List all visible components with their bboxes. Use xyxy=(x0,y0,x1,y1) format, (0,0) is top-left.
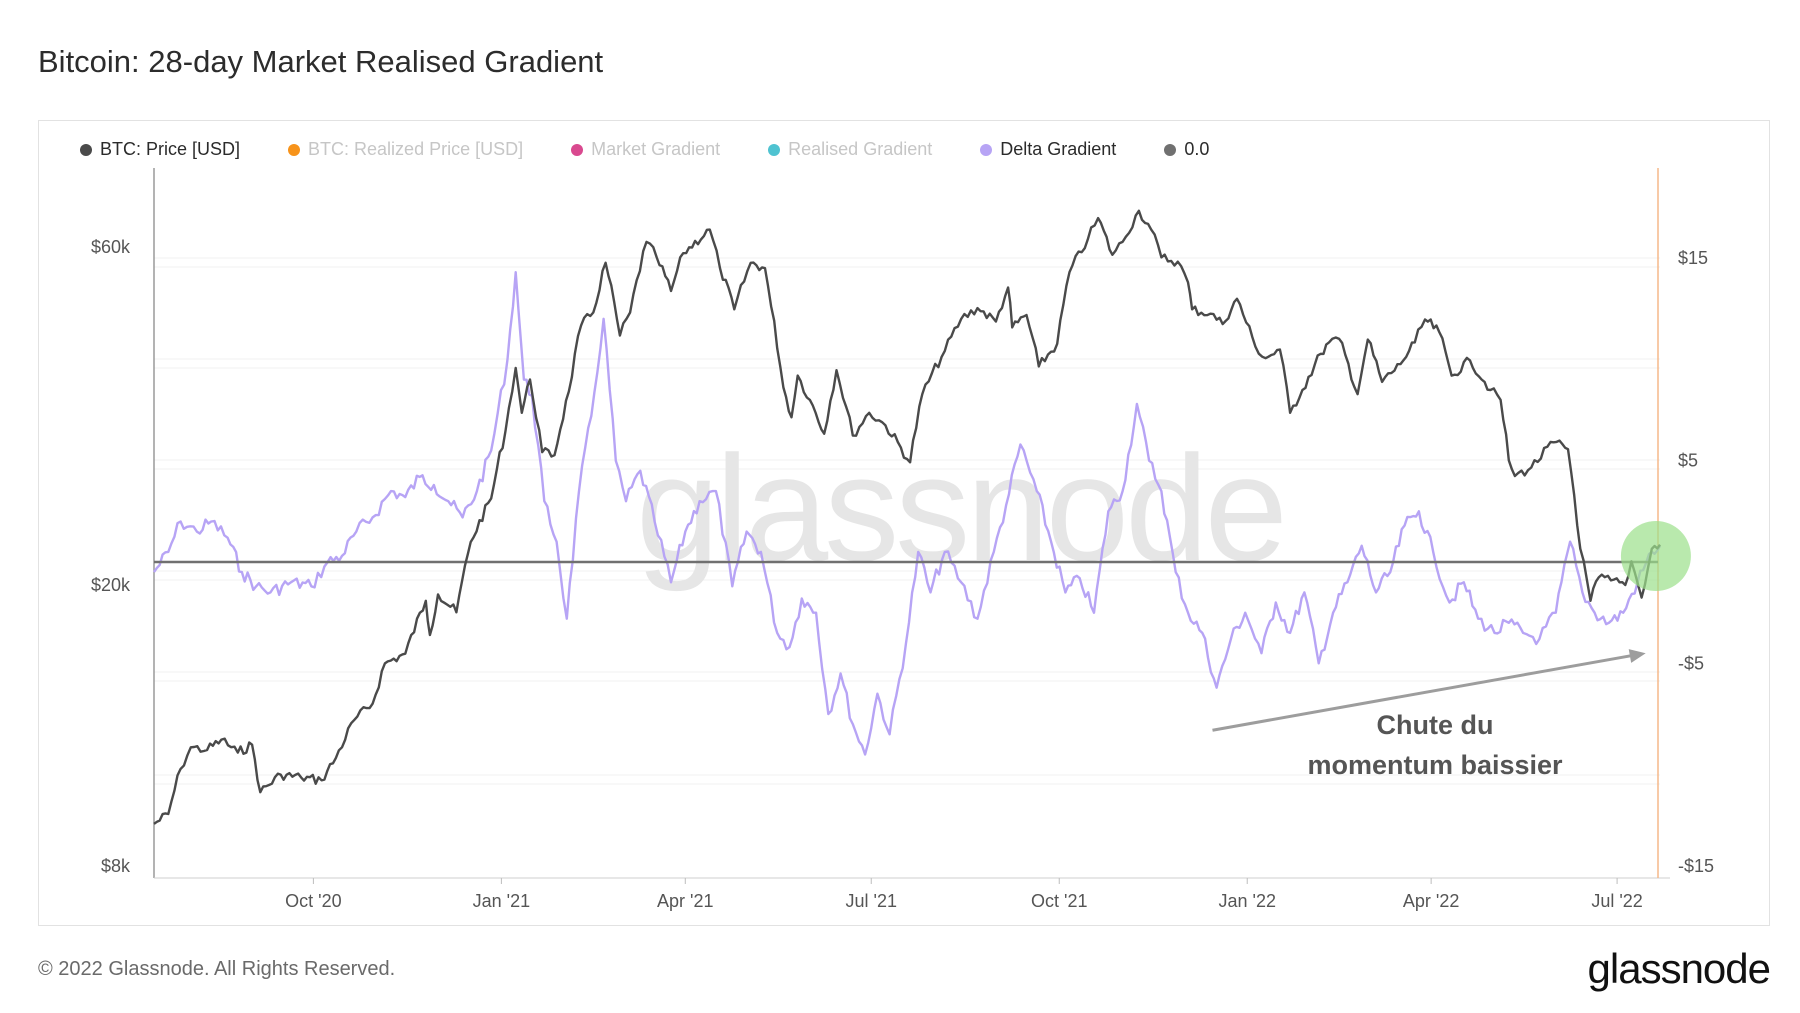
legend-label: Delta Gradient xyxy=(1000,139,1117,159)
y-right-tick-label: $5 xyxy=(1678,451,1698,471)
chart-title: Bitcoin: 28-day Market Realised Gradient xyxy=(38,44,604,79)
legend-dot xyxy=(1164,143,1177,156)
series-group xyxy=(153,209,1691,825)
x-tick-label: Jan '21 xyxy=(473,891,530,911)
legend-label: BTC: Price [USD] xyxy=(100,139,241,159)
chart-panel xyxy=(38,120,1770,926)
chart-legend: BTC: Price [USD] BTC: Realized Price [USD… xyxy=(80,139,1257,160)
legend-item-5[interactable]: 0.0 xyxy=(1164,139,1209,160)
legend-dot xyxy=(980,143,993,156)
legend-dot xyxy=(571,143,584,156)
btc-price-line xyxy=(153,209,1661,825)
legend-label: 0.0 xyxy=(1184,139,1210,159)
x-tick-label: Jul '22 xyxy=(1591,891,1642,911)
watermark-text: glassnode xyxy=(636,424,1284,592)
glassnode-logo[interactable]: glassnode xyxy=(1587,945,1771,992)
y-right-tick-label: -$15 xyxy=(1678,856,1714,876)
legend-item-4[interactable]: Delta Gradient xyxy=(980,139,1116,160)
x-tick-label: Apr '22 xyxy=(1403,891,1459,911)
legend-item-3[interactable]: Realised Gradient xyxy=(768,139,932,160)
highlight-circle xyxy=(1620,521,1691,591)
x-tick-label: Apr '21 xyxy=(657,891,713,911)
y-right-tick-label: -$5 xyxy=(1678,653,1704,673)
legend-label: Realised Gradient xyxy=(788,139,933,159)
x-tick-label: Jul '21 xyxy=(846,891,897,911)
delta-gradient-line xyxy=(153,271,1662,756)
legend-dot xyxy=(768,143,781,156)
grid-lines xyxy=(154,257,1660,785)
legend-item-0[interactable]: BTC: Price [USD] xyxy=(80,139,240,160)
x-tick-label: Oct '21 xyxy=(1031,891,1087,911)
y-right-tick-label: $15 xyxy=(1678,248,1708,268)
annotation-group: Chute du momentum baissier xyxy=(1212,649,1646,780)
legend-item-1[interactable]: BTC: Realized Price [USD] xyxy=(288,139,523,160)
annotation-line-2: momentum baissier xyxy=(1307,750,1563,780)
x-tick-label: Jan '22 xyxy=(1218,891,1275,911)
legend-dot xyxy=(80,143,92,156)
legend-label: BTC: Realized Price [USD] xyxy=(308,139,524,159)
legend-item-2[interactable]: Market Gradient xyxy=(571,139,720,160)
x-tick-label: Oct '20 xyxy=(285,891,341,911)
y-left-tick-label: $20k xyxy=(91,575,131,595)
trend-arrow-head xyxy=(1628,649,1646,663)
trend-arrow-line xyxy=(1212,652,1640,732)
legend-dot xyxy=(288,143,301,156)
copyright-footer: © 2022 Glassnode. All Rights Reserved. xyxy=(38,958,396,980)
axes: $60k $20k $8k $15 $5 -$5 -$15 Oct '20 Jan '21 Apr… xyxy=(91,168,1714,911)
legend-label: Market Gradient xyxy=(591,139,721,159)
y-left-tick-label: $8k xyxy=(101,856,131,876)
annotation-line-1: Chute du xyxy=(1377,710,1494,740)
y-left-tick-label: $60k xyxy=(91,237,131,257)
